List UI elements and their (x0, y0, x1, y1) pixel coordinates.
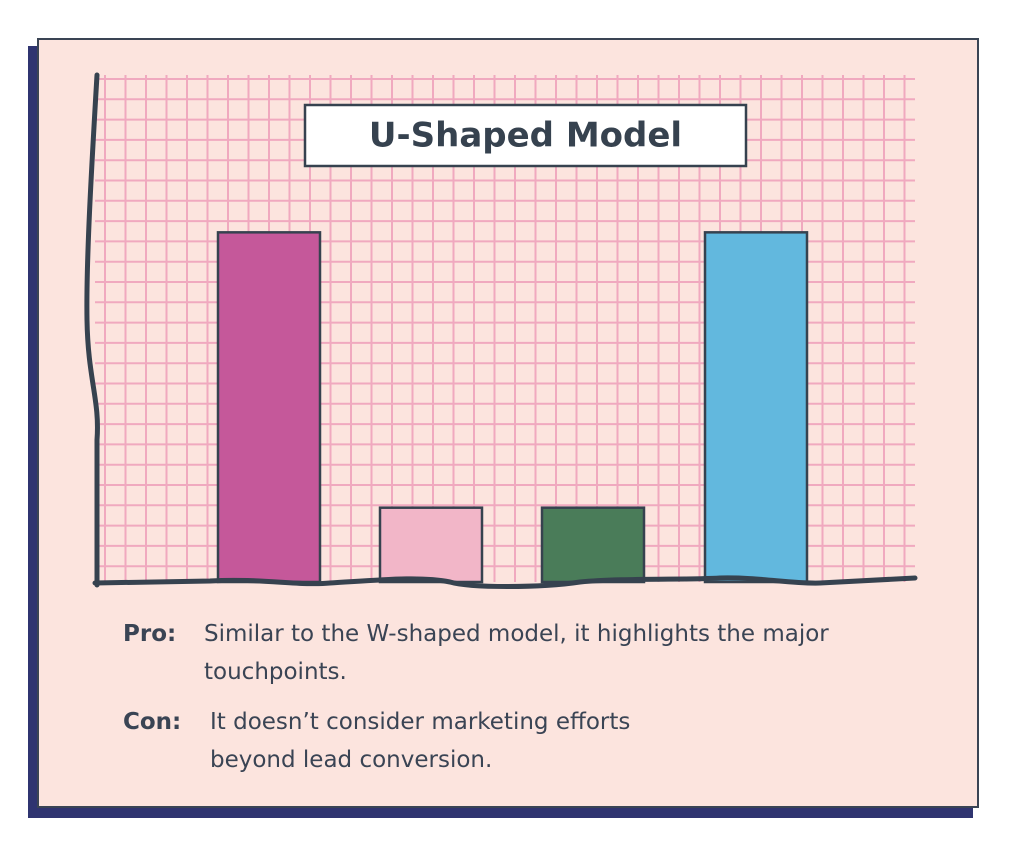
note: Pro: Similar to the W-shaped model, it hi… (123, 615, 844, 695)
x-axis (92, 575, 918, 589)
chart-title: U-Shaped Model (369, 116, 682, 156)
bar (216, 231, 322, 584)
bar (540, 506, 646, 584)
note-label: Pro: (123, 621, 177, 647)
title-box (303, 103, 748, 168)
note: Con: It doesn’t consider marketing effort… (123, 703, 710, 783)
y-axis (84, 72, 100, 588)
note-label: Con: (123, 709, 182, 735)
note-text: It doesn’t consider marketing efforts be… (210, 709, 631, 773)
note-text: Similar to the W-shaped model, it highli… (204, 621, 829, 685)
bar (378, 506, 484, 584)
bar (703, 231, 809, 584)
